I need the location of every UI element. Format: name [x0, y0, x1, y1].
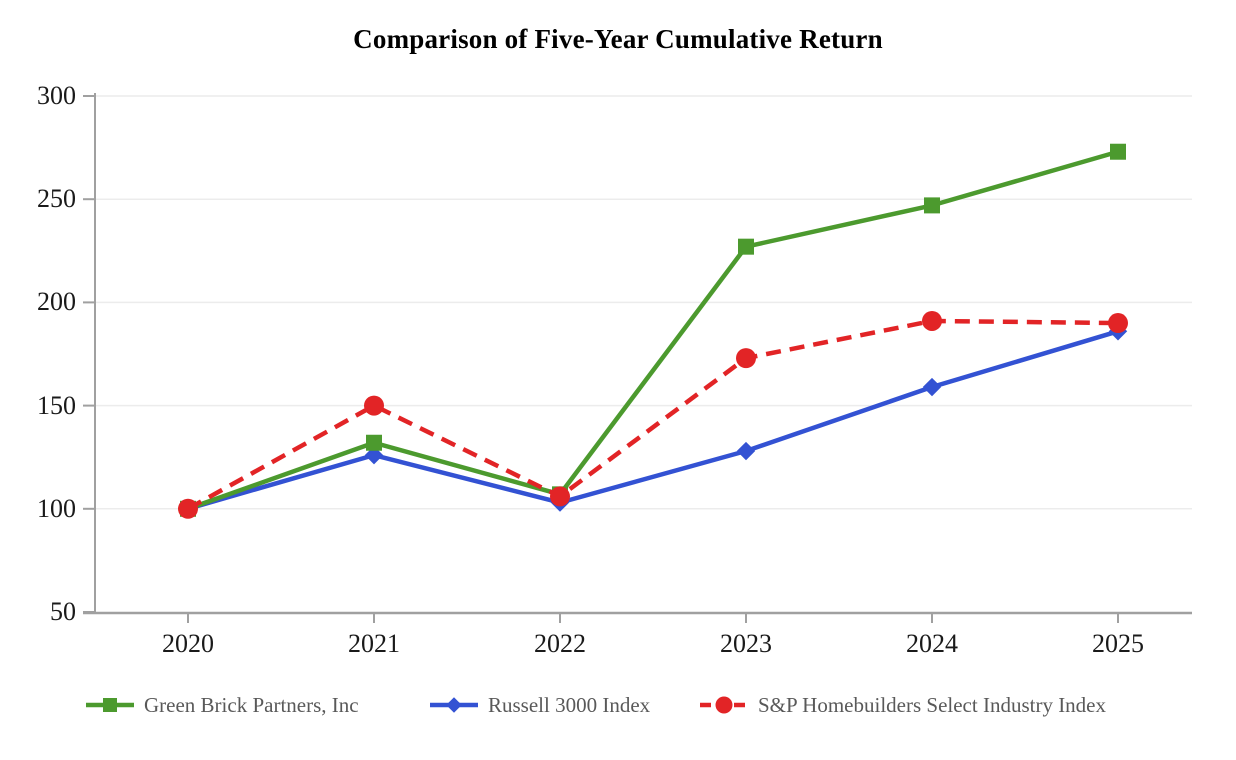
y-tick-label: 50	[50, 597, 76, 626]
chart-title: Comparison of Five-Year Cumulative Retur…	[353, 24, 883, 54]
series-line	[187, 329, 1119, 511]
y-tick-label: 300	[37, 81, 76, 110]
y-tick-label: 150	[37, 390, 76, 420]
x-tick-label: 2025	[1092, 629, 1144, 658]
legend-item: Green Brick Partners, Inc	[86, 690, 359, 720]
legend-label: Russell 3000 Index	[488, 692, 651, 717]
x-tick-label: 2022	[534, 629, 586, 658]
series-marker-diamond	[922, 377, 942, 397]
legend-label: Green Brick Partners, Inc	[144, 692, 359, 717]
series-marker-square	[738, 238, 754, 255]
x-tick-label: 2023	[720, 629, 772, 658]
x-tick-label: 2020	[162, 629, 214, 658]
series-marker-circle	[736, 348, 756, 369]
series-marker-diamond	[736, 441, 756, 461]
legend-label: S&P Homebuilders Select Industry Index	[758, 692, 1107, 717]
series-marker-circle	[1108, 313, 1128, 334]
legend-square-marker-icon	[86, 698, 134, 712]
series-marker-square	[924, 197, 940, 214]
series-marker-square	[1110, 143, 1126, 160]
series-marker-circle	[922, 310, 942, 331]
series-line	[186, 318, 1119, 511]
y-tick-label: 200	[37, 287, 76, 317]
series-line	[187, 149, 1119, 511]
series-marker-circle	[550, 486, 570, 507]
series-marker-square	[366, 434, 382, 451]
y-tick-label: 250	[37, 184, 76, 214]
series-marker-circle	[364, 395, 384, 416]
x-tick-label: 2024	[906, 629, 958, 658]
plot-area	[83, 93, 1192, 623]
series-marker-circle	[178, 498, 198, 519]
legend-diamond-marker-icon	[430, 697, 478, 713]
legend-circle-marker-icon	[700, 696, 748, 714]
legend-item: S&P Homebuilders Select Industry Index	[700, 690, 1106, 720]
x-tick-label: 2021	[348, 629, 400, 658]
legend-item: Russell 3000 Index	[430, 690, 650, 720]
y-tick-label: 100	[37, 493, 76, 523]
